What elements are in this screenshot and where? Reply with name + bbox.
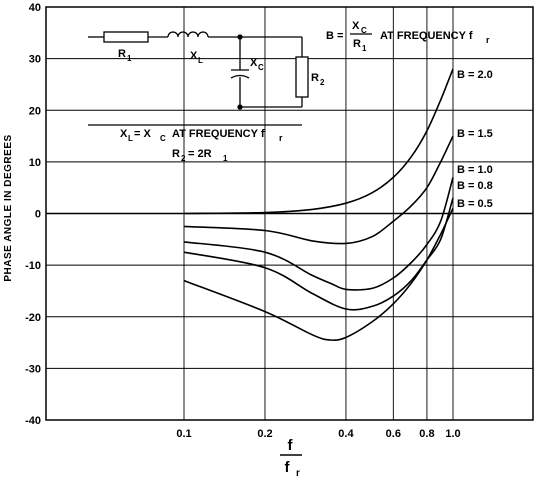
series-labels: B = 2.0 B = 1.5 B = 1.0 B = 0.8 B = 0.5 xyxy=(457,69,493,210)
grid xyxy=(46,6,533,421)
series-label-b-05: B = 0.5 xyxy=(457,198,493,210)
series-line-b-20 xyxy=(183,68,454,215)
b-def-denominator: R xyxy=(353,38,361,50)
b-def-rhs-sub: r xyxy=(486,35,490,45)
cond2-r2: R xyxy=(172,148,180,160)
y-tick-label: 30 xyxy=(29,54,41,66)
b-def-denominator-sub: 1 xyxy=(362,44,367,53)
condition-annotation: X L = X C AT FREQUENCY f r R 2 = 2R 1 xyxy=(120,128,283,163)
y-tick-label: -20 xyxy=(25,312,41,324)
cond1-rhs-sub: r xyxy=(279,133,283,143)
series-line-b-15 xyxy=(183,135,454,245)
resistor-r2-icon xyxy=(295,56,309,98)
x-tick-label: 0.6 xyxy=(386,428,401,440)
circuit-diagram xyxy=(88,31,309,126)
circuit-labels: R 1 X L X C R 2 xyxy=(118,48,325,87)
x-tick-label: 0.2 xyxy=(257,428,272,440)
y-tick-label: 20 xyxy=(29,105,41,117)
circuit-xc-sub: C xyxy=(258,63,264,72)
circuit-xc-label: X xyxy=(250,57,258,69)
series-label-b-20: B = 2.0 xyxy=(457,69,493,81)
y-tick-label: -40 xyxy=(25,415,41,427)
plot-frame xyxy=(45,6,534,421)
x-label-numerator: f xyxy=(288,437,294,454)
x-label-denominator: f xyxy=(285,459,291,476)
b-def-lhs: B = xyxy=(326,30,343,42)
cond2-rhs-sub: 1 xyxy=(223,154,228,163)
x-tick-label: 0.1 xyxy=(176,428,191,440)
y-tick-label: 0 xyxy=(35,209,41,221)
b-definition-annotation: B = X C R 1 AT FREQUENCY f r xyxy=(326,20,490,53)
series-line-b-08 xyxy=(183,197,454,311)
inductor-xl-icon xyxy=(167,31,209,38)
b-def-rhs: AT FREQUENCY f xyxy=(380,30,473,42)
series-label-b-15: B = 1.5 xyxy=(457,128,493,140)
x-tick-label: 0.8 xyxy=(419,428,434,440)
cond1-xl: X xyxy=(120,128,128,140)
series-label-b-08: B = 0.8 xyxy=(457,180,493,192)
series-line-b-10 xyxy=(183,177,454,291)
b-def-numerator: X xyxy=(352,20,360,32)
circuit-xl-sub: L xyxy=(198,56,203,65)
series-label-b-10: B = 1.0 xyxy=(457,164,493,176)
x-tick-label: 0.4 xyxy=(338,428,354,440)
circuit-r2-label: R xyxy=(311,72,319,84)
x-axis-label: f f r xyxy=(280,437,302,477)
y-tick-label: -30 xyxy=(25,363,41,375)
x-label-denominator-sub: r xyxy=(296,468,300,477)
y-axis-label: PHASE ANGLE IN DEGREES xyxy=(3,134,14,281)
circuit-r1-label: R xyxy=(118,48,126,60)
capacitor-plate-curved xyxy=(230,74,250,79)
cond1-xc-sub: C xyxy=(160,134,166,143)
cond1-rhs: AT FREQUENCY f xyxy=(172,128,265,140)
y-tick-label: -10 xyxy=(25,260,41,272)
b-def-numerator-sub: C xyxy=(361,26,367,35)
cond2-r2-sub: 2 xyxy=(181,154,186,163)
y-tick-label: 40 xyxy=(29,2,41,14)
y-tick-label: 10 xyxy=(29,157,41,169)
series-lines xyxy=(183,68,454,341)
resistor-r1-icon xyxy=(103,31,149,43)
cond1-eq: = X xyxy=(134,128,151,140)
circuit-xl-label: X xyxy=(190,50,198,62)
series-line-b-05 xyxy=(183,207,454,341)
circuit-r1-sub: 1 xyxy=(127,54,132,63)
cond2-rhs: = 2R xyxy=(188,148,212,160)
circuit-r2-sub: 2 xyxy=(320,78,325,87)
cond1-xl-sub: L xyxy=(128,134,133,143)
x-tick-label: 1.0 xyxy=(445,428,460,440)
axes: 40 30 20 10 0 -10 -20 -30 -40 0.1 0.2 0.4 0.6 0.8 1.0 xyxy=(25,2,534,440)
